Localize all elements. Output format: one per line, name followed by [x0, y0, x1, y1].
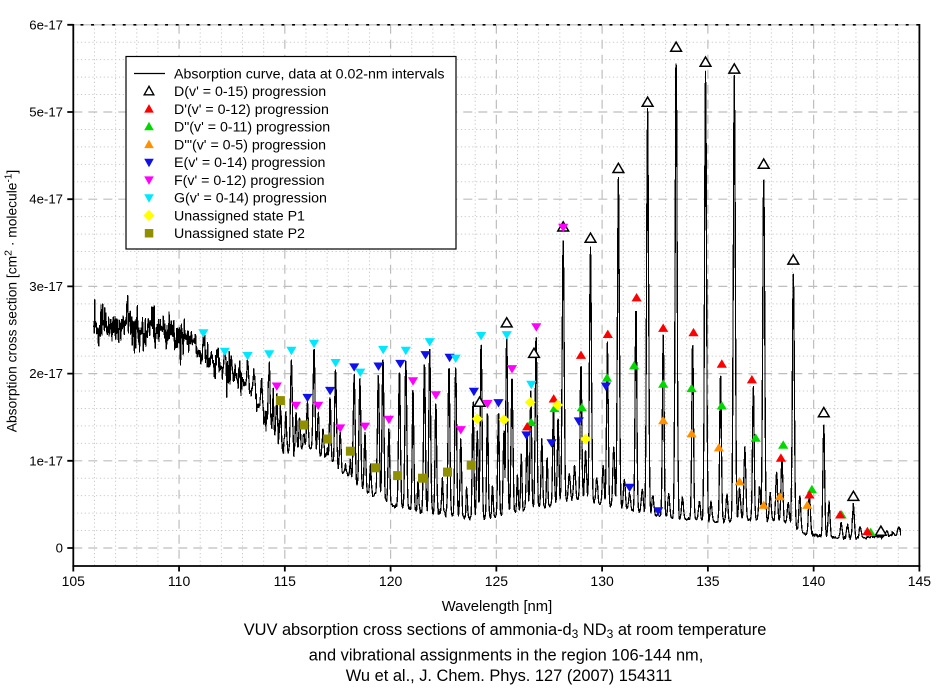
svg-text:G(v' = 0-14) progression: G(v' = 0-14) progression [174, 191, 327, 207]
svg-text:120: 120 [379, 573, 403, 589]
svg-text:E(v' = 0-14) progression: E(v' = 0-14) progression [174, 155, 325, 171]
svg-text:Unassigned state P2: Unassigned state P2 [174, 226, 305, 242]
svg-text:110: 110 [168, 573, 191, 589]
svg-text:3e-17: 3e-17 [29, 279, 63, 294]
svg-text:125: 125 [485, 573, 509, 589]
svg-text:6e-17: 6e-17 [29, 17, 63, 32]
svg-text:115: 115 [274, 573, 297, 589]
svg-text:1e-17: 1e-17 [29, 453, 63, 468]
svg-text:Wavelength [nm]: Wavelength [nm] [442, 599, 552, 615]
svg-text:140: 140 [802, 573, 826, 589]
svg-text:105: 105 [62, 573, 86, 589]
svg-text:D"(v' = 0-11) progression: D"(v' = 0-11) progression [174, 120, 330, 136]
svg-text:F(v' = 0-12) progression: F(v' = 0-12) progression [174, 173, 325, 189]
svg-text:130: 130 [590, 573, 614, 589]
svg-text:VUV absorption cross sections: VUV absorption cross sections of ammonia… [244, 621, 767, 641]
svg-text:4e-17: 4e-17 [29, 192, 63, 207]
svg-text:Unassigned state P1: Unassigned state P1 [174, 208, 305, 224]
svg-text:D(v' = 0-15) progression: D(v' = 0-15) progression [174, 84, 326, 100]
svg-text:Absorption curve, data at 0.02: Absorption curve, data at 0.02-nm interv… [174, 66, 445, 82]
svg-text:D'(v' = 0-12) progression: D'(v' = 0-12) progression [174, 102, 329, 118]
svg-text:D'"(v' = 0-5) progression: D'"(v' = 0-5) progression [174, 137, 326, 153]
svg-text:Absorption cross section [cm2: Absorption cross section [cm2 · molecule… [3, 170, 20, 432]
svg-text:and vibrational assignments in: and vibrational assignments in the regio… [309, 646, 704, 664]
svg-text:5e-17: 5e-17 [29, 105, 63, 120]
svg-text:Wu et al., J. Chem. Phys. 127: Wu et al., J. Chem. Phys. 127 (2007) 154… [346, 667, 672, 685]
svg-text:2e-17: 2e-17 [29, 366, 63, 381]
svg-text:0: 0 [56, 541, 63, 556]
svg-text:145: 145 [908, 573, 932, 589]
svg-text:135: 135 [696, 573, 720, 589]
